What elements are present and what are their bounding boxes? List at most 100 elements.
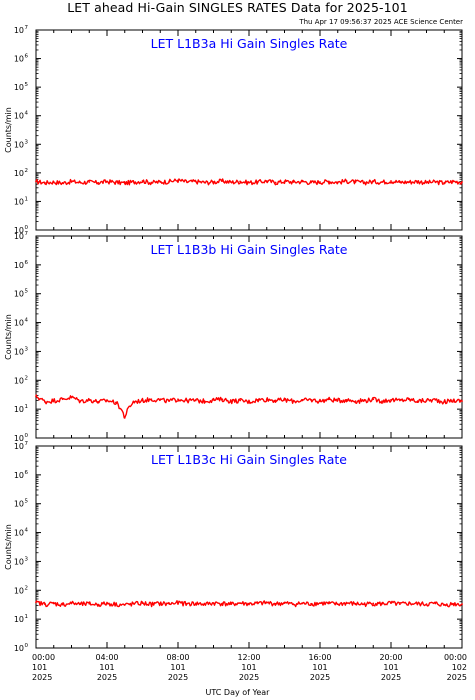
y-tick-label: 10 xyxy=(14,347,24,356)
y-axis-label: Counts/min xyxy=(4,314,13,360)
data-point xyxy=(434,602,437,605)
series-line xyxy=(35,394,463,419)
data-point xyxy=(301,180,304,183)
data-point xyxy=(132,181,135,183)
y-tick-label: 10 xyxy=(14,442,24,451)
data-point xyxy=(70,180,73,183)
y-tick-exponent: 2 xyxy=(25,585,29,591)
y-tick-exponent: 1 xyxy=(25,404,29,410)
data-point xyxy=(43,400,46,403)
data-point xyxy=(70,396,73,399)
data-point xyxy=(283,180,286,183)
data-point xyxy=(398,399,401,402)
data-point xyxy=(256,398,259,401)
data-point xyxy=(248,400,250,403)
data-point xyxy=(265,601,268,604)
x-tick-label: 00:00 xyxy=(32,653,55,662)
y-tick-exponent: 6 xyxy=(25,260,29,266)
data-point xyxy=(381,181,384,183)
data-point xyxy=(283,398,286,401)
y-tick-label: 10 xyxy=(14,644,24,653)
y-tick-exponent: 4 xyxy=(25,111,29,117)
data-point xyxy=(114,181,117,184)
data-point xyxy=(336,603,339,606)
x-tick-label: 2025 xyxy=(239,673,259,682)
data-point xyxy=(185,399,188,402)
y-tick-exponent: 2 xyxy=(25,168,29,174)
data-point xyxy=(123,182,126,184)
data-point xyxy=(354,181,357,183)
data-point xyxy=(35,395,37,398)
panel-title: LET L1B3a Hi Gain Singles Rate xyxy=(151,36,348,51)
data-point xyxy=(336,399,339,402)
data-point xyxy=(398,603,401,606)
data-point xyxy=(443,400,446,403)
data-point xyxy=(425,399,428,402)
data-point xyxy=(230,400,233,402)
panel-title: LET L1B3c Hi Gain Singles Rate xyxy=(151,452,347,467)
data-point xyxy=(79,181,82,184)
data-point xyxy=(177,398,179,401)
y-tick-exponent: 2 xyxy=(25,375,29,381)
data-point xyxy=(194,602,197,605)
y-tick-label: 10 xyxy=(14,376,24,385)
y-tick-label: 10 xyxy=(14,55,24,64)
data-point xyxy=(248,602,250,605)
data-point xyxy=(61,398,64,401)
data-point xyxy=(327,602,330,605)
data-point xyxy=(319,602,321,604)
y-tick-label: 10 xyxy=(14,226,24,235)
data-point xyxy=(381,400,384,402)
data-point xyxy=(168,400,171,402)
data-point xyxy=(345,180,348,182)
data-point xyxy=(88,181,91,183)
data-point xyxy=(177,601,179,604)
data-point xyxy=(301,602,304,605)
data-point xyxy=(185,602,188,605)
x-tick-label: 101 xyxy=(170,663,185,672)
y-tick-label: 10 xyxy=(14,197,24,206)
data-point xyxy=(274,399,277,402)
y-axis-label: Counts/min xyxy=(4,107,13,153)
x-tick-label: 102 xyxy=(452,663,467,672)
data-point xyxy=(230,181,233,184)
y-tick-label: 10 xyxy=(14,434,24,443)
y-tick-exponent: 1 xyxy=(25,196,29,202)
data-point xyxy=(398,181,401,184)
y-tick-exponent: 3 xyxy=(25,346,29,352)
y-tick-exponent: 4 xyxy=(25,528,29,534)
x-axis-label: UTC Day of Year xyxy=(205,688,270,697)
data-point xyxy=(221,602,224,605)
data-point xyxy=(461,603,463,606)
data-point xyxy=(123,604,126,606)
y-tick-label: 10 xyxy=(14,140,24,149)
data-point xyxy=(310,602,313,605)
data-point xyxy=(168,602,171,605)
data-point xyxy=(239,602,242,604)
y-tick-label: 10 xyxy=(14,500,24,509)
data-point xyxy=(106,399,108,402)
data-point xyxy=(452,399,455,402)
data-point xyxy=(221,398,224,401)
y-tick-label: 10 xyxy=(14,471,24,480)
data-point xyxy=(43,181,46,184)
data-point xyxy=(407,181,410,183)
data-point xyxy=(194,180,197,183)
x-tick-label: 2025 xyxy=(97,673,117,682)
y-tick-exponent: 5 xyxy=(25,289,29,295)
data-point xyxy=(239,180,242,183)
x-tick-label: 20:00 xyxy=(379,653,402,662)
y-tick-exponent: 6 xyxy=(25,54,29,60)
data-point xyxy=(265,398,268,401)
y-tick-exponent: 3 xyxy=(25,139,29,145)
data-point xyxy=(150,398,153,401)
data-point xyxy=(301,399,304,402)
data-point xyxy=(194,399,197,402)
data-point xyxy=(256,181,259,183)
data-point xyxy=(212,602,215,604)
data-point xyxy=(70,602,73,604)
data-point xyxy=(141,399,144,402)
